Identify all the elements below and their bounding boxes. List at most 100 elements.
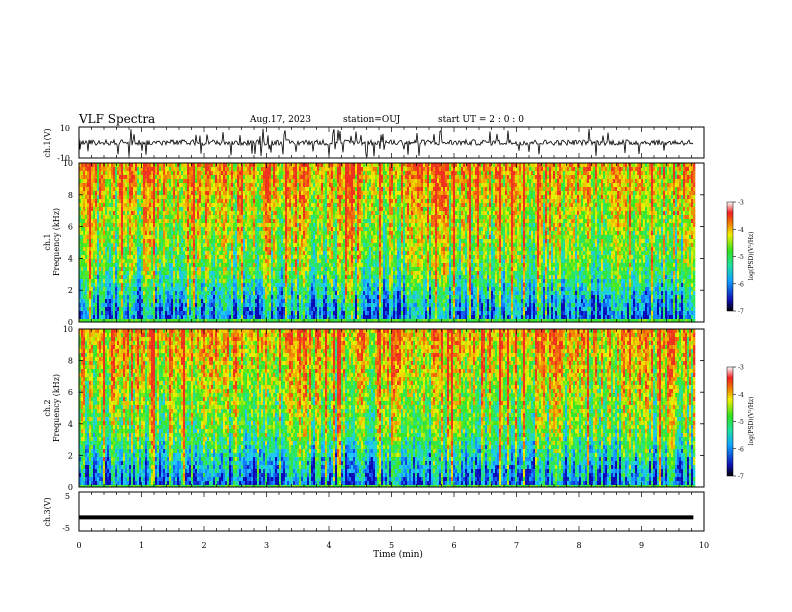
ch1-spectrogram-cell — [265, 171, 268, 176]
ch1-spectrogram-cell — [133, 187, 136, 192]
ch1-spectrogram-cell — [103, 207, 106, 212]
ch1-spectrogram-cell — [159, 303, 162, 308]
ch1-spectrogram-cell — [111, 243, 114, 248]
ch1-spectrogram-cell — [311, 207, 314, 212]
ch1-spectrogram-cell — [279, 259, 282, 264]
ch1-spectrogram-cell — [191, 199, 194, 204]
ch1-spectrogram-cell — [101, 203, 104, 208]
ch1-spectrogram-cell — [199, 199, 202, 204]
ch1-spectrogram-cell — [193, 167, 196, 172]
ch1-spectrogram-cell — [151, 235, 154, 240]
ch1-spectrogram-cell — [203, 311, 206, 316]
ch1-spectrogram-cell — [287, 207, 290, 212]
ch1-spectrogram-cell — [227, 227, 230, 232]
ch1-spectrogram-cell — [149, 235, 152, 240]
ch1-spectrogram-cell — [257, 183, 260, 188]
ch1-spectrogram-cell — [249, 239, 252, 244]
ch1-spectrogram-cell — [185, 291, 188, 296]
ch1-spectrogram-cell — [277, 163, 280, 168]
ch1-spectrogram-cell — [275, 303, 278, 308]
ch1-spectrogram-cell — [193, 227, 196, 232]
ch1-spectrogram-cell — [137, 251, 140, 256]
ch1-spectrogram-cell — [273, 247, 276, 252]
ch1-spectrogram-cell — [147, 171, 150, 176]
ch1-spectrogram-cell — [133, 223, 136, 228]
ch1-spectrogram-cell — [313, 259, 316, 264]
ch1-spectrogram-cell — [279, 303, 282, 308]
ch1-spectrogram-cell — [207, 267, 210, 272]
ch1-spectrogram-cell — [315, 215, 318, 220]
ch1-spectrogram-cell — [283, 227, 286, 232]
ch1-spectrogram-cell — [117, 299, 120, 304]
ch1-spectrogram-cell — [227, 259, 230, 264]
ch1-spectrogram-cell — [131, 183, 134, 188]
ch1-spectrogram-cell — [111, 247, 114, 252]
ch1-spectrogram-cell — [279, 223, 282, 228]
ch1-spectrogram-cell — [265, 191, 268, 196]
ch1-spectrogram-cell — [221, 295, 224, 300]
ch1-spectrogram-cell — [211, 283, 214, 288]
ch1-spectrogram-cell — [115, 311, 118, 316]
ch1-spectrogram-cell — [271, 243, 274, 248]
ch1-spectrogram-cell — [207, 239, 210, 244]
ch1-spectrogram-cell — [205, 263, 208, 268]
ch1-spectrogram-cell — [271, 203, 274, 208]
ch1-spectrogram-cell — [245, 315, 248, 320]
ch1-spectrogram-cell — [225, 251, 228, 256]
ch1-spectrogram-cell — [267, 191, 270, 196]
ch1-spectrogram-cell — [249, 287, 252, 292]
ch1-spectrogram-cell — [293, 295, 296, 300]
ch1-spectrogram-cell — [93, 195, 96, 200]
ch1-spectrogram-cell — [99, 251, 102, 256]
ch1-spectrogram-cell — [153, 251, 156, 256]
ch1-spectrogram-cell — [309, 199, 312, 204]
ch1-spectrogram-cell — [123, 223, 126, 228]
ch1-spectrogram-cell — [147, 295, 150, 300]
ch1-spectrogram-cell — [99, 203, 102, 208]
ch1-spectrogram-cell — [215, 175, 218, 180]
ch1-spectrogram-cell — [105, 255, 108, 260]
ch1-spectrogram-cell — [217, 251, 220, 256]
ch1-spectrogram-cell — [129, 271, 132, 276]
ch1-spectrogram-cell — [185, 179, 188, 184]
ch1-spectrogram-cell — [161, 295, 164, 300]
ch1-spectrogram-cell — [103, 295, 106, 300]
ch1-spectrogram-cell — [209, 287, 212, 292]
ch1-spectrogram-cell — [247, 247, 250, 252]
ch1-spectrogram-cell — [121, 271, 124, 276]
ch1-spectrogram-cell — [109, 291, 112, 296]
ch1-spectrogram-cell — [311, 243, 314, 248]
ch1-spectrogram-cell — [99, 231, 102, 236]
ch1-spectrogram-cell — [173, 223, 176, 228]
ch1-spectrogram-cell — [297, 195, 300, 200]
ch1-spectrogram-cell — [113, 311, 116, 316]
ch1-spectrogram-cell — [169, 171, 172, 176]
ch1-spectrogram-cell — [113, 231, 116, 236]
ch1-spectrogram-cell — [97, 315, 100, 320]
ch1-spectrogram-cell — [171, 179, 174, 184]
ch1-spectrogram-cell — [281, 267, 284, 272]
ch1-spectrogram-cell — [303, 215, 306, 220]
ch1-spectrogram-cell — [219, 183, 222, 188]
ch1-spectrogram-cell — [259, 199, 262, 204]
ch1-spectrogram-cell — [137, 207, 140, 212]
ch1-spectrogram-cell — [293, 215, 296, 220]
ch1-spectrogram-cell — [227, 167, 230, 172]
ch1-spectrogram-cell — [95, 171, 98, 176]
ch1-spectrogram-cell — [93, 207, 96, 212]
ch1-spectrogram-cell — [185, 163, 188, 168]
ch1-spectrogram-cell — [211, 271, 214, 276]
ch1-spectrogram-cell — [119, 167, 122, 172]
ch1-spectrogram-cell — [111, 275, 114, 280]
ch1-spectrogram-cell — [271, 307, 274, 312]
ch1-spectrogram-cell — [197, 171, 200, 176]
ch1-spectrogram-cell — [85, 319, 88, 323]
ch1-spectrogram-cell — [101, 299, 104, 304]
ch1-spectrogram-cell — [157, 287, 160, 292]
ch1-spectrogram-cell — [281, 183, 284, 188]
ch1-spectrogram-cell — [125, 275, 128, 280]
ch1-spectrogram-cell — [125, 315, 128, 320]
ch1-spectrogram-cell — [107, 267, 110, 272]
ch1-spectrogram-cell — [203, 171, 206, 176]
ch1-spectrogram-cell — [321, 195, 324, 200]
